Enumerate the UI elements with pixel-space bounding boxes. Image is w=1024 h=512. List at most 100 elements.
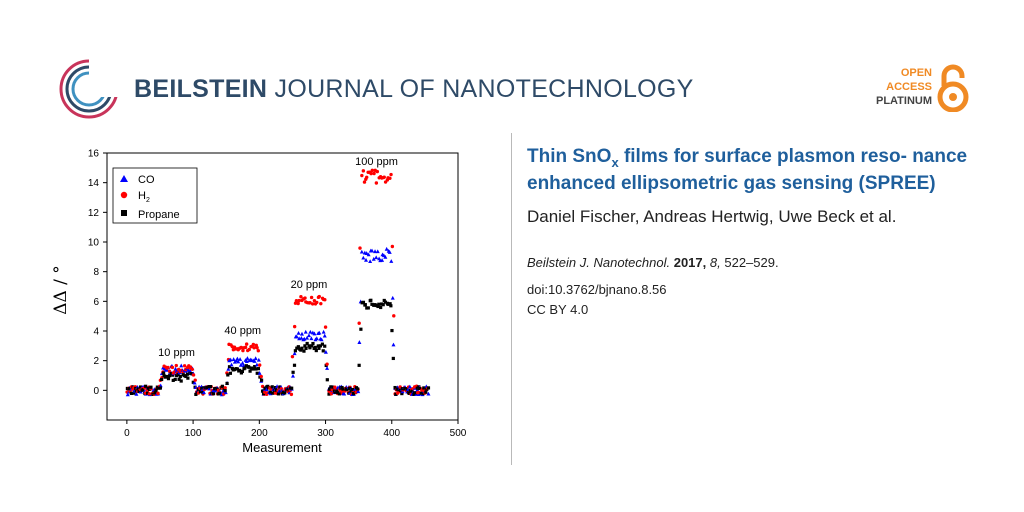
co-point [296,330,301,335]
propane-point [291,370,295,374]
propane-point [261,391,266,396]
propane-point [268,390,272,394]
axis-ticks: 0 100 200 300 400 500 0 2 4 6 8 10 12 14 16 [88,149,467,440]
co-point [201,390,206,395]
propane-point [191,380,195,384]
h2-point [312,298,317,303]
y-tick-label: 12 [88,208,100,219]
propane-point [235,367,240,371]
propane-point [149,385,153,389]
propane-point [168,374,172,378]
propane-point [240,369,245,374]
co-point [299,336,304,340]
journal-name[interactable]: BEILSTEIN JOURNAL OF NANOTECHNOLOGY [134,75,694,104]
co-point [361,255,366,260]
propane-point [171,378,175,382]
propane-point [198,390,203,394]
citation-volume: 8, [709,254,721,270]
h2-point [319,301,323,306]
propane-point [349,389,353,393]
propane-point [329,385,333,389]
legend: CO H2 Propane [112,167,198,224]
co-point [357,340,362,344]
co-point [380,258,385,262]
legend-marker-co [120,175,128,182]
concentration-label: 20 ppm [291,279,328,291]
propane-point [303,344,307,348]
propane-point [383,300,388,304]
x-tick-label: 0 [124,428,130,439]
h2-point [374,181,379,185]
beilstein-logo-icon[interactable] [58,58,120,120]
co-point [253,356,258,361]
citation-year: 2017, [673,254,707,270]
propane-point [426,386,431,390]
h2-point [182,364,187,368]
co-point [390,295,395,300]
co-point [254,362,259,367]
article-title[interactable]: Thin SnOx films for surface plasmon reso… [527,146,997,194]
propane-point [160,377,164,382]
propane-point [196,387,201,391]
co-point [236,359,241,364]
propane-point [237,368,242,372]
legend-label-co: CO [138,174,155,186]
h2-point [289,392,294,397]
propane-point [137,389,141,394]
co-point [368,259,373,264]
open-access-badge[interactable]: OPEN ACCESS PLATINUM [860,64,970,116]
propane-point [397,388,401,392]
co-point [391,342,396,347]
propane-point [176,372,180,377]
propane-point [171,373,175,377]
doi-link[interactable]: doi:10.3762/bjnano.8.56 [527,281,667,297]
co-point [374,255,379,260]
h2-point [310,302,315,306]
propane-point [220,384,225,388]
co-point [325,366,330,370]
h2-point [303,296,307,300]
h2-point [309,295,314,300]
propane-point [422,386,426,390]
propane-point [146,391,150,395]
h2-point [390,244,395,249]
license[interactable]: CC BY 4.0 [527,301,589,317]
co-point [387,250,392,254]
citation-journal: Beilstein J. Nanotechnol. [527,254,671,270]
co-point [226,366,231,371]
propane-point [292,363,297,367]
header: BEILSTEIN JOURNAL OF NANOTECHNOLOGY OPEN… [0,0,1024,130]
h2-point [292,324,297,329]
y-tick-label: 8 [93,267,99,278]
h2-point [239,345,243,350]
propane-point [320,342,324,346]
propane-point [226,373,230,377]
citation-pages: 522–529. [724,254,779,270]
annotations: 10 ppm 40 ppm 20 ppm 100 ppm [158,156,398,359]
propane-point [293,349,297,353]
co-point [317,330,322,335]
propane-point [259,378,264,382]
propane-point [247,365,251,369]
open-access-text: OPEN ACCESS PLATINUM [876,66,932,108]
co-point [241,363,246,368]
h2-point [243,345,248,350]
propane-point [307,344,311,348]
article-info: Thin SnOx films for surface plasmon reso… [527,146,997,317]
h2-point [323,325,328,329]
co-point [371,256,376,261]
propane-point [366,306,370,310]
propane-point [395,387,399,391]
co-point [321,329,326,334]
h2-point [174,363,178,368]
h2-point [166,365,170,370]
co-point [264,387,269,392]
h2-point [294,299,299,303]
co-point [306,333,311,338]
x-axis-label: Measurement [242,440,322,455]
h2-point [247,347,251,352]
propane-point [363,303,367,307]
h2-point [251,342,256,347]
co-point [238,357,243,361]
data-points [125,168,431,397]
